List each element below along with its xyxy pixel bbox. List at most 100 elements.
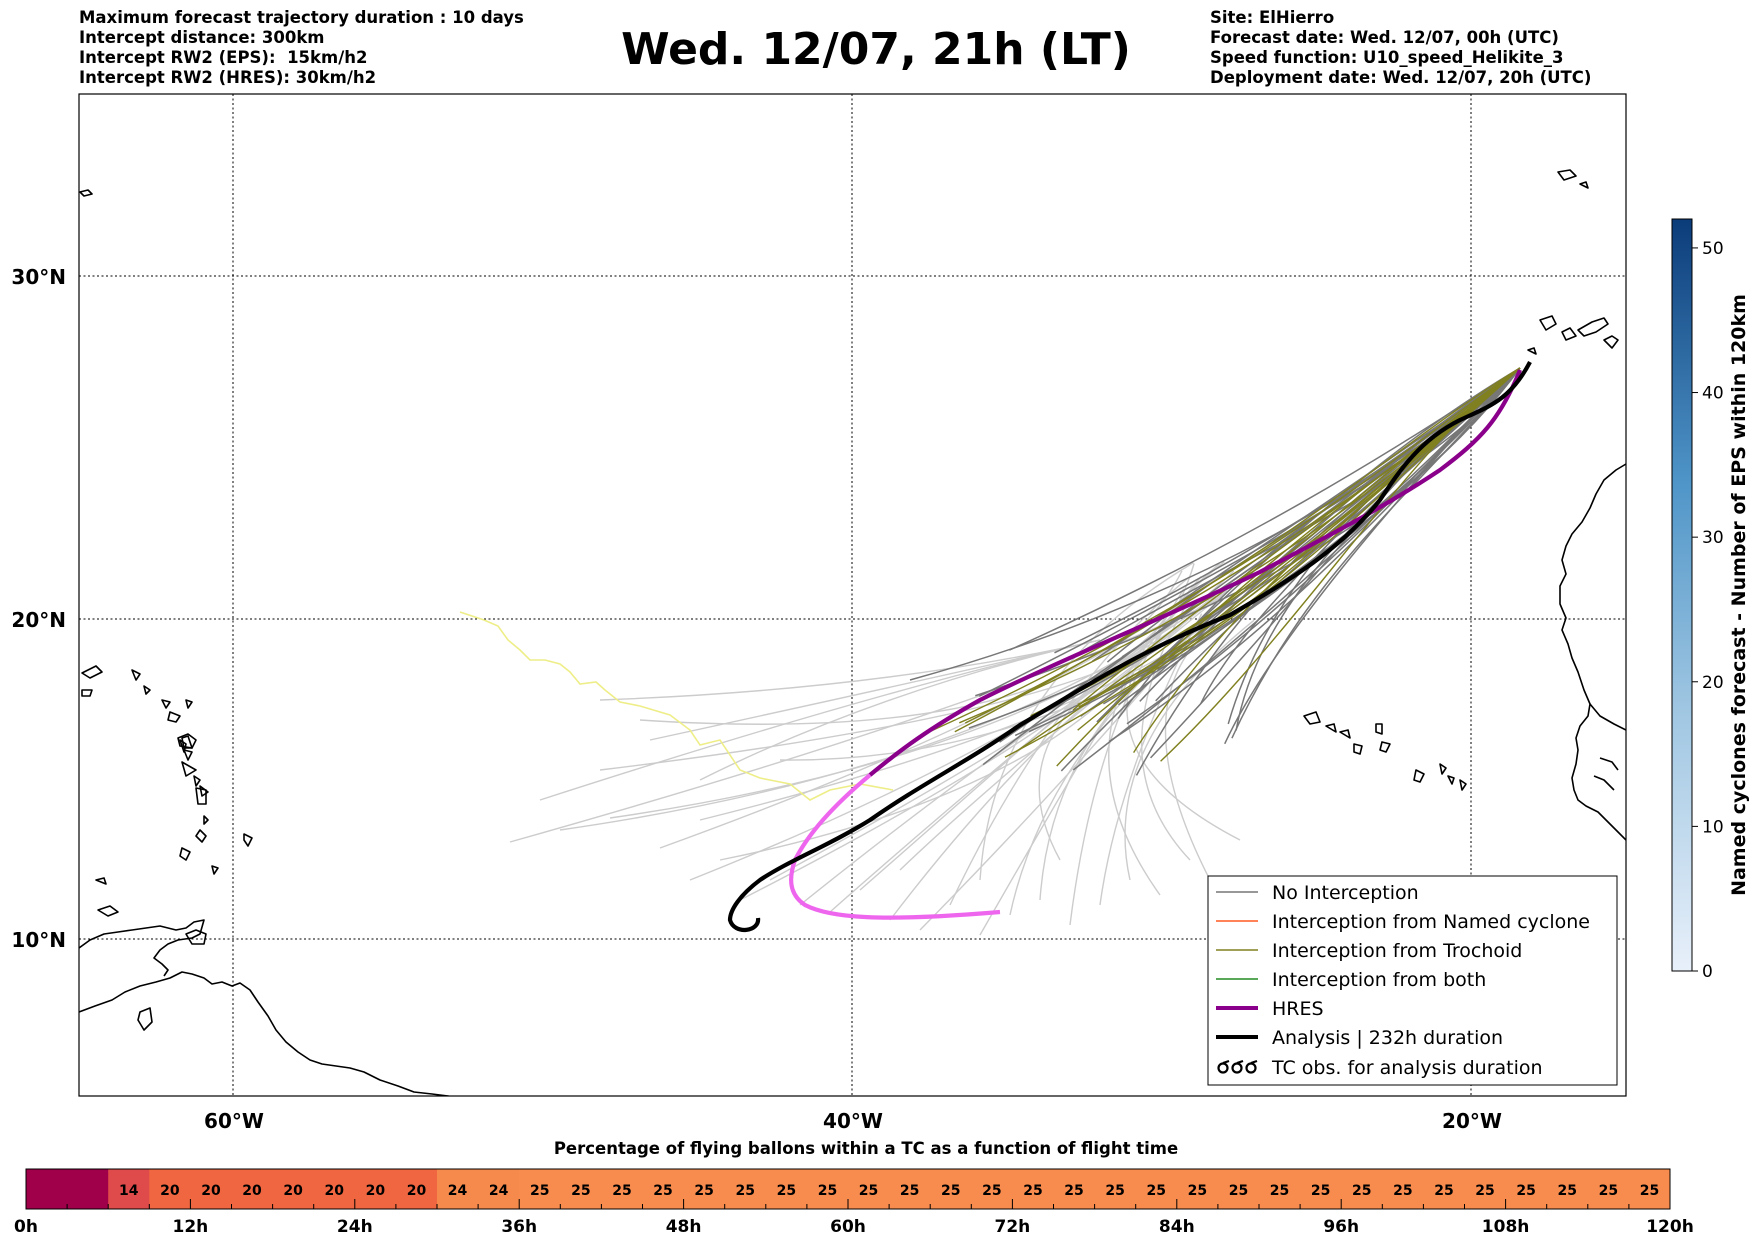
intercept-eps-text: Intercept RW2 (EPS): 15km/h2 (79, 48, 368, 67)
colorbar-ticks: 0 10 20 30 40 50 (1692, 239, 1724, 982)
analysis-trajectory (727, 361, 1532, 932)
map-frame (78, 93, 1627, 1097)
legend-label-hres: HRES (1272, 998, 1324, 1020)
late-trajectory (599, 615, 1191, 771)
late-trajectory (949, 575, 1192, 906)
coast-madeira (1557, 169, 1577, 181)
coast-cape-verde-1 (1303, 711, 1321, 725)
colorbar-label: Named cyclones forecast - Number of EPS … (1728, 294, 1750, 896)
coast-antilles-16 (179, 847, 191, 861)
late-trajectory (609, 588, 1228, 819)
coast-antilles-11 (181, 761, 197, 777)
colorbar: 0 10 20 30 40 50 Named cyclones forecast - Nu… (1671, 218, 1750, 982)
colorbar-tick-label: 50 (1702, 239, 1724, 259)
lon-label-40w: 40°W (823, 1109, 883, 1133)
coast-antilles-7 (167, 711, 181, 723)
coast-canary-5 (1527, 347, 1537, 355)
legend-item-hres: HRES (1216, 998, 1324, 1020)
hres-trajectory (868, 369, 1522, 777)
trochoid-trajectory (1004, 367, 1521, 758)
hres-extension (789, 773, 1001, 920)
coast-martinique (195, 787, 207, 805)
lat-label-10n: 10°N (11, 928, 66, 952)
graticule (79, 94, 1626, 1096)
coast-isle-2 (137, 1007, 153, 1031)
coast-cape-verde-4 (1375, 723, 1383, 735)
legend-label-both: Interception from both (1272, 969, 1486, 991)
page-title: Wed. 12/07, 21h (LT) (621, 24, 1131, 75)
trochoid-trajectory (929, 367, 1521, 733)
coast-africa-inlet-2 (1599, 757, 1619, 771)
late-trajectory (859, 583, 1209, 891)
coast-isle-1 (97, 905, 119, 917)
coast-cape-verde-7 (1413, 769, 1425, 783)
coast-antilles-1 (81, 665, 103, 679)
trochoid-trajectory (1015, 367, 1521, 753)
speed-function-text: Speed function: U10_speed_Helikite_3 (1210, 48, 1564, 67)
yellow-trace (459, 611, 894, 801)
legend-item-tc-obs: TC obs. for analysis duration (1217, 1057, 1543, 1079)
eps-trajectories (459, 361, 1532, 936)
colorbar-tick-label: 40 (1702, 384, 1724, 404)
legend-label-no-interception: No Interception (1272, 882, 1419, 904)
lon-label-20w: 20°W (1442, 1109, 1502, 1133)
max-duration-text: Maximum forecast trajectory duration : 1… (79, 8, 524, 27)
lat-label-20n: 20°N (11, 608, 66, 632)
trochoid-trajectory (954, 367, 1521, 733)
coast-antilles-10 (183, 749, 193, 761)
coast-canary-4 (1603, 335, 1619, 349)
legend-label-named-cyclone: Interception from Named cyclone (1272, 911, 1590, 933)
tc-symbol-icon (1217, 1059, 1258, 1074)
coast-canary-2 (1561, 327, 1577, 341)
trochoid-trajectory (1030, 367, 1521, 717)
coast-cape-verde-2 (1325, 723, 1337, 733)
coast-antilles-14 (203, 815, 209, 825)
legend-item-analysis: Analysis | 232h duration (1216, 1027, 1503, 1049)
colorbar-gradient (1671, 218, 1693, 972)
coast-antilles-3 (131, 669, 141, 681)
legend-item-both: Interception from both (1216, 969, 1486, 991)
late-trajectory (649, 639, 1101, 741)
coast-canary-3 (1577, 317, 1609, 337)
coast-cape-verde-8 (1439, 763, 1447, 775)
coast-africa (1559, 463, 1626, 841)
coast-antilles-12 (193, 775, 201, 787)
late-trajectory (899, 590, 1228, 871)
coast-antilles-4 (143, 685, 151, 695)
forecast-date-text: Forecast date: Wed. 12/07, 00h (UTC) (1210, 28, 1559, 47)
coast-cape-verde-5 (1379, 741, 1391, 753)
colorbar-tick-label: 20 (1702, 673, 1724, 693)
lat-label-30n: 30°N (11, 265, 66, 289)
header-left-info: Maximum forecast trajectory duration : 1… (79, 8, 524, 88)
no-interception-trajectory (1072, 367, 1521, 771)
coast-africa-inlet-1 (1589, 703, 1626, 731)
legend-item-no-interception: No Interception (1216, 882, 1419, 904)
coast-antilles-17 (211, 865, 219, 875)
header-right-info: Site: ElHierro Forecast date: Wed. 12/07… (1210, 8, 1591, 88)
legend-label-tc-obs: TC obs. for analysis duration (1271, 1057, 1543, 1079)
coast-cape-verde-9 (1459, 779, 1467, 791)
late-trajectory (599, 639, 1101, 701)
coast-guadeloupe (177, 733, 197, 749)
site-text: Site: ElHierro (1210, 8, 1335, 27)
coast-antilles-6 (185, 699, 193, 709)
lon-label-60w: 60°W (204, 1109, 264, 1133)
colorbar-tick-label: 0 (1702, 962, 1713, 982)
late-trajectory (699, 639, 1101, 781)
coast-antilles-18 (95, 877, 107, 885)
legend-box (1207, 875, 1618, 1086)
coast-cape-verde-10 (1447, 775, 1455, 785)
coast-canary-1 (1539, 315, 1557, 331)
trochoid-trajectory (1077, 367, 1521, 731)
deployment-date-text: Deployment date: Wed. 12/07, 20h (UTC) (1210, 68, 1592, 87)
coastlines (79, 169, 1626, 1096)
coast-antilles-2 (81, 689, 93, 697)
coast-antilles-19 (79, 189, 93, 197)
coast-antilles-15 (195, 829, 207, 843)
coast-madeira-2 (1579, 181, 1589, 189)
coast-caribbean-north-sa (79, 919, 205, 977)
colorbar-tick-label: 10 (1702, 817, 1724, 837)
coast-barbados (243, 833, 253, 847)
legend-label-analysis: Analysis | 232h duration (1272, 1027, 1503, 1049)
